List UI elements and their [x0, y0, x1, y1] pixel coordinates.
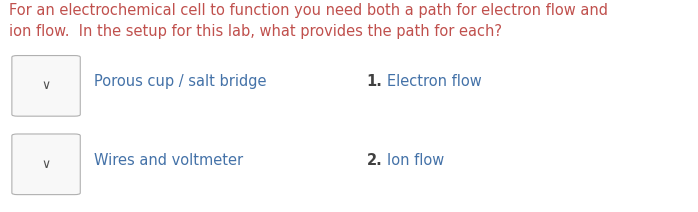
FancyBboxPatch shape: [12, 56, 80, 116]
Text: Porous cup / salt bridge: Porous cup / salt bridge: [94, 74, 267, 89]
Text: Electron flow: Electron flow: [387, 74, 482, 89]
Text: 2.: 2.: [366, 153, 383, 167]
Text: Ion flow: Ion flow: [387, 153, 445, 167]
Text: ∨: ∨: [41, 79, 51, 92]
Text: Wires and voltmeter: Wires and voltmeter: [94, 153, 244, 167]
Text: ∨: ∨: [41, 158, 51, 171]
FancyBboxPatch shape: [12, 134, 80, 195]
Text: For an electrochemical cell to function you need both a path for electron flow a: For an electrochemical cell to function …: [9, 3, 608, 39]
Text: 1.: 1.: [366, 74, 383, 89]
